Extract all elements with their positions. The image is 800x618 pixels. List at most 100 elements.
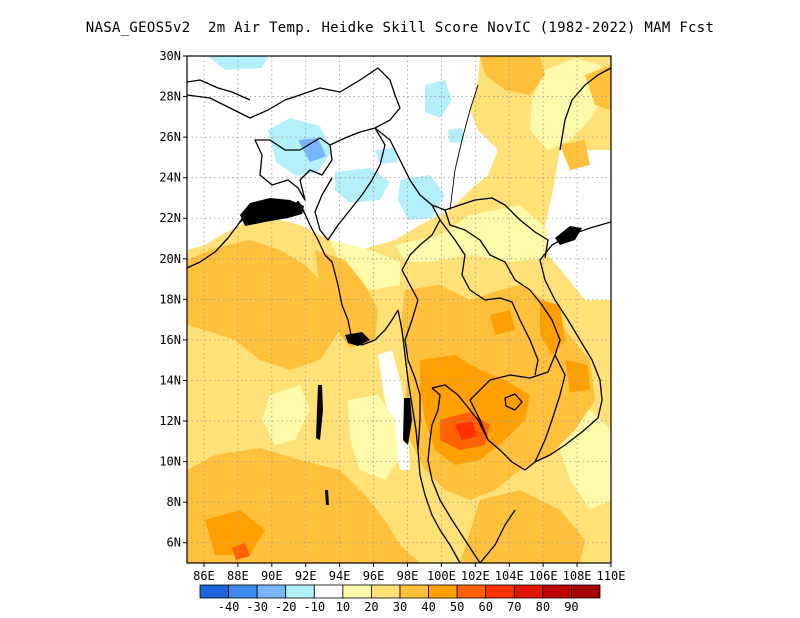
lat-tick-label: 12N	[159, 414, 181, 428]
coastline-malay-upper	[479, 509, 516, 563]
border-northeast-india	[314, 127, 386, 241]
colorbar-swatch	[542, 584, 572, 599]
region-lightblue-3	[398, 175, 445, 220]
lon-tick-label: 88E	[227, 569, 249, 583]
border-bangladesh	[254, 137, 333, 201]
region-lightblue-4	[425, 80, 452, 118]
region-orange50-5	[490, 310, 515, 335]
border-thailand-cambodia	[469, 399, 489, 441]
graticule	[187, 56, 611, 563]
region-lightyellow-2	[530, 58, 605, 150]
lon-tick-label: 92E	[295, 569, 317, 583]
lat-tick-label: 16N	[159, 333, 181, 347]
colorbar-label: -20	[275, 600, 297, 614]
region-orange50-2	[540, 300, 565, 355]
colorbar-label: 50	[450, 600, 464, 614]
colorbar: -40 -30 -20 -10 10 20 30 40 50 60 70 80 90	[199, 584, 601, 614]
longitude-labels: 86E 88E 90E 92E 94E 96E 98E 100E 102E 104E 106E 108…	[193, 563, 625, 583]
lat-tick-label: 18N	[159, 292, 181, 306]
colorbar-swatch	[513, 584, 544, 599]
colorbar-label: 10	[336, 600, 350, 614]
border-myanmar-thailand	[401, 204, 441, 451]
lat-tick-label: 26N	[159, 130, 181, 144]
lon-tick-label: 96E	[363, 569, 385, 583]
colorbar-swatch	[485, 584, 515, 599]
island-clusters	[240, 198, 582, 505]
lat-tick-label: 24N	[159, 171, 181, 185]
colorbar-swatch	[256, 584, 287, 599]
colorbar-label: 30	[393, 600, 407, 614]
colorbar-swatch	[456, 584, 487, 599]
region-orange-burma	[315, 250, 378, 348]
lon-tick-label: 110E	[597, 569, 626, 583]
colorbar-label: 90	[564, 600, 578, 614]
lat-tick-label: 8N	[167, 495, 181, 509]
lat-tick-label: 30N	[159, 49, 181, 63]
lat-tick-label: 14N	[159, 373, 181, 387]
lon-tick-label: 106E	[529, 569, 558, 583]
region-lightyellow-1	[395, 205, 548, 262]
lon-tick-label: 108E	[563, 569, 592, 583]
river-mekong	[449, 84, 479, 211]
region-midblue-1	[298, 138, 326, 162]
colorbar-label: 80	[536, 600, 550, 614]
region-red70-1	[455, 421, 478, 440]
skill-score-field	[187, 56, 611, 563]
latitude-labels: 30N 28N 26N 24N 22N 20N 18N 16N 14N 12N 10N 8N 6N	[159, 49, 187, 550]
region-lightyellow-6	[560, 410, 611, 510]
region-orange-northeast	[585, 65, 611, 110]
colorbar-swatch	[371, 584, 401, 599]
lat-tick-label: 10N	[159, 455, 181, 469]
coastline-gulf-of-thailand-north	[431, 384, 536, 471]
region-lightblue-5	[208, 56, 268, 70]
region-lightblue-2	[335, 168, 390, 203]
lon-tick-label: 98E	[397, 569, 419, 583]
region-red60-2	[232, 543, 250, 560]
region-white-sea	[378, 350, 410, 470]
lake-tonle-sap	[504, 393, 523, 411]
irrawaddy-delta	[345, 332, 370, 346]
chart-title: NASA_GEOS5v2 2m Air Temp. Heidke Skill S…	[85, 20, 715, 36]
nicobar-islands	[325, 490, 329, 505]
lat-tick-label: 28N	[159, 90, 181, 104]
border-nepal	[187, 79, 251, 101]
coastline-gulf-of-thailand-west	[427, 387, 481, 563]
lon-tick-label: 90E	[261, 569, 283, 583]
colorbar-label: 20	[364, 600, 378, 614]
colorbar-swatch	[571, 584, 601, 599]
region-orange-west	[187, 240, 340, 370]
region-lightyellow-5	[330, 240, 400, 290]
colorbar-label: -40	[218, 600, 240, 614]
hainan-coast	[555, 226, 582, 245]
border-vietnam-laos-north	[504, 204, 549, 259]
lat-tick-label: 6N	[167, 536, 181, 550]
coastline-china-south	[559, 67, 611, 151]
lon-tick-label: 94E	[329, 569, 351, 583]
colorbar-label: 70	[507, 600, 521, 614]
colorbar-swatch	[228, 584, 258, 599]
lat-tick-label: 22N	[159, 211, 181, 225]
region-white-east	[545, 150, 611, 300]
lon-tick-label: 100E	[427, 569, 456, 583]
region-orange-east	[560, 140, 590, 170]
lon-tick-label: 86E	[193, 569, 215, 583]
lon-tick-label: 102E	[461, 569, 490, 583]
colorbar-label: 60	[478, 600, 492, 614]
coastlines-and-borders	[187, 67, 611, 563]
region-lightblue-1	[268, 118, 332, 176]
delta-sundarbans	[240, 198, 304, 226]
region-orange50-4	[565, 360, 590, 392]
region-orange-north	[480, 56, 545, 95]
region-orange50-3	[205, 510, 265, 555]
lon-tick-label: 104E	[495, 569, 524, 583]
colorbar-swatch	[399, 584, 429, 599]
colorbar-label: -10	[303, 600, 325, 614]
border-cambodia	[469, 354, 566, 463]
coastline-burma-west	[303, 211, 399, 346]
colorbar-swatch	[285, 584, 315, 599]
colorbar-swatch	[342, 584, 372, 599]
region-lightblue-7	[448, 128, 465, 143]
region-lightyellow-4	[262, 385, 310, 445]
colorbar-swatch	[313, 584, 344, 599]
